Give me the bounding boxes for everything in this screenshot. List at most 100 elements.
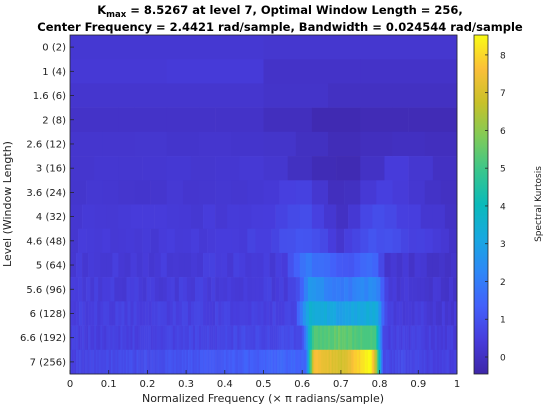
heatmap-cell — [372, 204, 385, 230]
heatmap-cell — [279, 277, 284, 302]
heatmap-cell — [364, 349, 367, 375]
heatmap-cell — [352, 228, 361, 254]
heatmap-cell — [190, 252, 198, 278]
heatmap-cell — [438, 325, 442, 351]
heatmap-cell — [396, 301, 400, 326]
heatmap-cell — [218, 301, 222, 326]
heatmap-cell — [181, 349, 184, 375]
heatmap-cell — [271, 228, 280, 254]
heatmap-cell — [229, 325, 232, 351]
heatmap-cell — [348, 204, 361, 230]
heatmap-cell — [166, 131, 200, 157]
heatmap-cell — [239, 325, 242, 351]
heatmap-cell — [233, 252, 240, 278]
heatmap-cell — [91, 349, 93, 375]
heatmap-cell — [85, 301, 89, 326]
heatmap-cell — [402, 325, 405, 351]
heatmap-cell — [360, 204, 373, 230]
heatmap-cell — [385, 349, 388, 375]
heatmap-cell — [162, 325, 166, 351]
heatmap-cell — [78, 228, 87, 254]
heatmap-cell — [263, 180, 280, 205]
heatmap-cell — [426, 325, 430, 351]
heatmap-cell — [213, 325, 216, 351]
heatmap-cell — [133, 301, 137, 326]
heatmap-cell — [295, 131, 329, 157]
heatmap-cell — [134, 228, 143, 254]
heatmap-cell — [154, 204, 168, 230]
heatmap-cell — [402, 301, 406, 326]
heatmap-cell — [411, 349, 414, 375]
colorbar-tick-label: 5 — [500, 165, 506, 175]
heatmap-cell — [145, 301, 149, 326]
heatmap-cell — [310, 349, 313, 375]
heatmap-cell — [134, 180, 151, 205]
heatmap-cell — [180, 349, 183, 375]
heatmap-cell — [408, 204, 422, 230]
heatmap-cell — [251, 252, 258, 278]
y-tick-label: 1 (4) — [42, 67, 66, 78]
heatmap-cell — [118, 156, 143, 181]
heatmap-cell — [290, 349, 293, 375]
heatmap-cell — [195, 349, 198, 375]
heatmap-cell — [168, 349, 171, 375]
heatmap-cell — [295, 228, 305, 254]
heatmap-cell — [364, 277, 369, 302]
heatmap-cell — [328, 325, 331, 351]
heatmap-cell — [225, 349, 228, 375]
heatmap-cell — [453, 301, 458, 326]
heatmap-cell — [74, 325, 77, 351]
heatmap-cell — [85, 349, 87, 375]
heatmap-cell — [239, 204, 252, 230]
heatmap-cell — [215, 349, 217, 375]
heatmap-cell — [440, 277, 446, 302]
heatmap-cell — [142, 301, 146, 326]
heatmap-cell — [120, 325, 123, 351]
heatmap-cell — [243, 277, 248, 302]
heatmap-cell — [261, 325, 264, 351]
heatmap-cell — [394, 325, 397, 351]
heatmap-cell — [308, 349, 311, 375]
heatmap-cell — [196, 301, 201, 326]
heatmap-cell — [333, 349, 335, 375]
heatmap-cell — [450, 252, 458, 278]
x-tick-label: 1 — [454, 379, 460, 390]
heatmap-cell — [323, 325, 327, 351]
heatmap-cell — [275, 325, 278, 351]
colorbar-tick-label: 6 — [500, 127, 506, 137]
heatmap-cell — [261, 349, 264, 375]
heatmap-cell — [311, 180, 329, 205]
heatmap-cell — [402, 252, 409, 278]
heatmap-cell — [203, 349, 205, 375]
heatmap-cell — [154, 301, 158, 326]
heatmap-cell — [417, 301, 422, 326]
heatmap-cell — [301, 349, 304, 375]
frequency-tick-labels: 0 0.1 0.2 0.3 0.4 0.5 0.6 0.7 0.8 0.9 1 — [67, 370, 460, 390]
heatmap-cell — [249, 325, 252, 351]
heatmap-cell — [239, 277, 244, 302]
heatmap-cell — [190, 349, 193, 375]
heatmap-cell — [316, 349, 319, 375]
heatmap-cell — [102, 228, 111, 254]
heatmap-cell — [372, 325, 375, 351]
heatmap-cell — [287, 228, 297, 254]
heatmap-cell — [319, 228, 329, 254]
heatmap-cell — [172, 325, 176, 351]
heatmap-cell — [82, 204, 95, 230]
heatmap-cell — [303, 325, 307, 351]
heatmap-cell — [112, 252, 119, 278]
heatmap-cell — [374, 325, 377, 351]
heatmap-cell — [424, 180, 442, 205]
heatmap-cell — [230, 349, 233, 375]
heatmap-cell — [360, 131, 393, 157]
heatmap-cell — [103, 349, 106, 375]
heatmap-cell — [291, 277, 297, 302]
heatmap-cell — [432, 156, 458, 181]
colorbar-tick-labels: 0 1 2 3 4 5 6 7 8 — [485, 51, 506, 364]
heatmap-cell — [130, 252, 137, 278]
heatmap-cell — [440, 180, 458, 205]
heatmap-cell — [110, 228, 119, 254]
heatmap-cell — [378, 349, 381, 375]
heatmap-cell — [317, 349, 320, 375]
heatmap-cell — [336, 325, 339, 351]
